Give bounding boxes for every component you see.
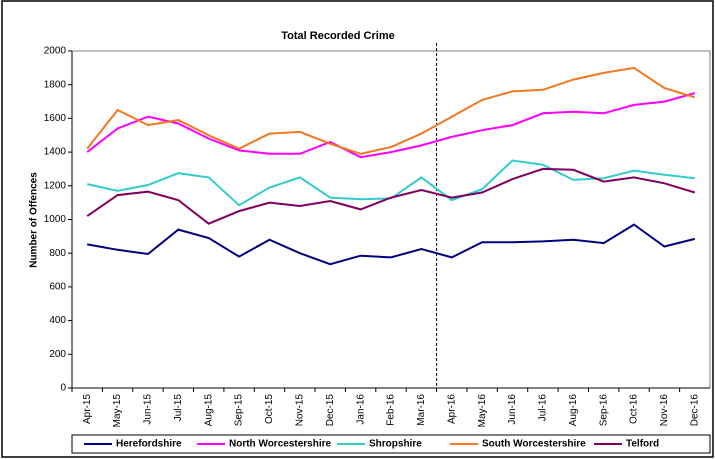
x-tick-label: May-15 xyxy=(112,394,123,428)
x-tick-label: Sep-16 xyxy=(598,394,609,427)
x-tick-label: Jun-16 xyxy=(507,394,518,425)
legend xyxy=(71,434,711,454)
x-tick-label: Nov-15 xyxy=(294,394,305,427)
y-axis-label: Number of Offences xyxy=(29,172,40,268)
y-tick-label: 600 xyxy=(49,282,66,293)
y-tick-label: 1600 xyxy=(44,113,67,124)
x-tick-label: Mar-16 xyxy=(416,394,427,426)
y-tick-label: 2000 xyxy=(44,46,67,57)
legend-label: Telford xyxy=(626,439,659,450)
line-series xyxy=(86,92,696,159)
x-tick-label: May-16 xyxy=(477,394,488,428)
y-tick-label: 1400 xyxy=(44,147,67,158)
x-tick-label: Feb-16 xyxy=(386,394,397,426)
y-tick-label: 1000 xyxy=(44,214,67,225)
chart-title: Total Recorded Crime xyxy=(281,30,395,42)
y-tick-label: 200 xyxy=(49,349,66,360)
y-tick-label: 1800 xyxy=(44,79,67,90)
x-tick-label: Nov-16 xyxy=(659,394,670,427)
y-tick-label: 1200 xyxy=(44,180,67,191)
x-tick-label: Aug-16 xyxy=(568,394,579,427)
x-tick-label: Sep-15 xyxy=(234,394,245,427)
x-tick-label: Jul-15 xyxy=(173,394,184,422)
line-series xyxy=(86,66,696,155)
line-series xyxy=(87,223,696,266)
line-series xyxy=(86,167,696,225)
x-tick-label: Dec-16 xyxy=(689,394,700,427)
x-tick-label: Dec-15 xyxy=(325,394,336,427)
legend-label: South Worcestershire xyxy=(482,439,586,450)
x-tick-label: Jan-16 xyxy=(355,394,366,425)
x-tick-label: Oct-15 xyxy=(264,394,275,424)
y-tick-label: 400 xyxy=(49,315,66,326)
x-tick-label: Apr-15 xyxy=(82,394,93,424)
x-tick-label: Aug-15 xyxy=(203,394,214,427)
x-tick-label: Oct-16 xyxy=(629,394,640,424)
x-tick-label: Apr-16 xyxy=(446,394,457,424)
x-tick-label: Jul-16 xyxy=(538,394,549,422)
x-tick-label: Jun-15 xyxy=(143,394,154,425)
legend-label: Herefordshire xyxy=(116,439,182,450)
legend-label: Shropshire xyxy=(369,439,422,450)
legend-label: North Worcestershire xyxy=(229,439,332,450)
y-tick-label: 0 xyxy=(60,383,66,394)
y-tick-label: 800 xyxy=(49,248,66,259)
